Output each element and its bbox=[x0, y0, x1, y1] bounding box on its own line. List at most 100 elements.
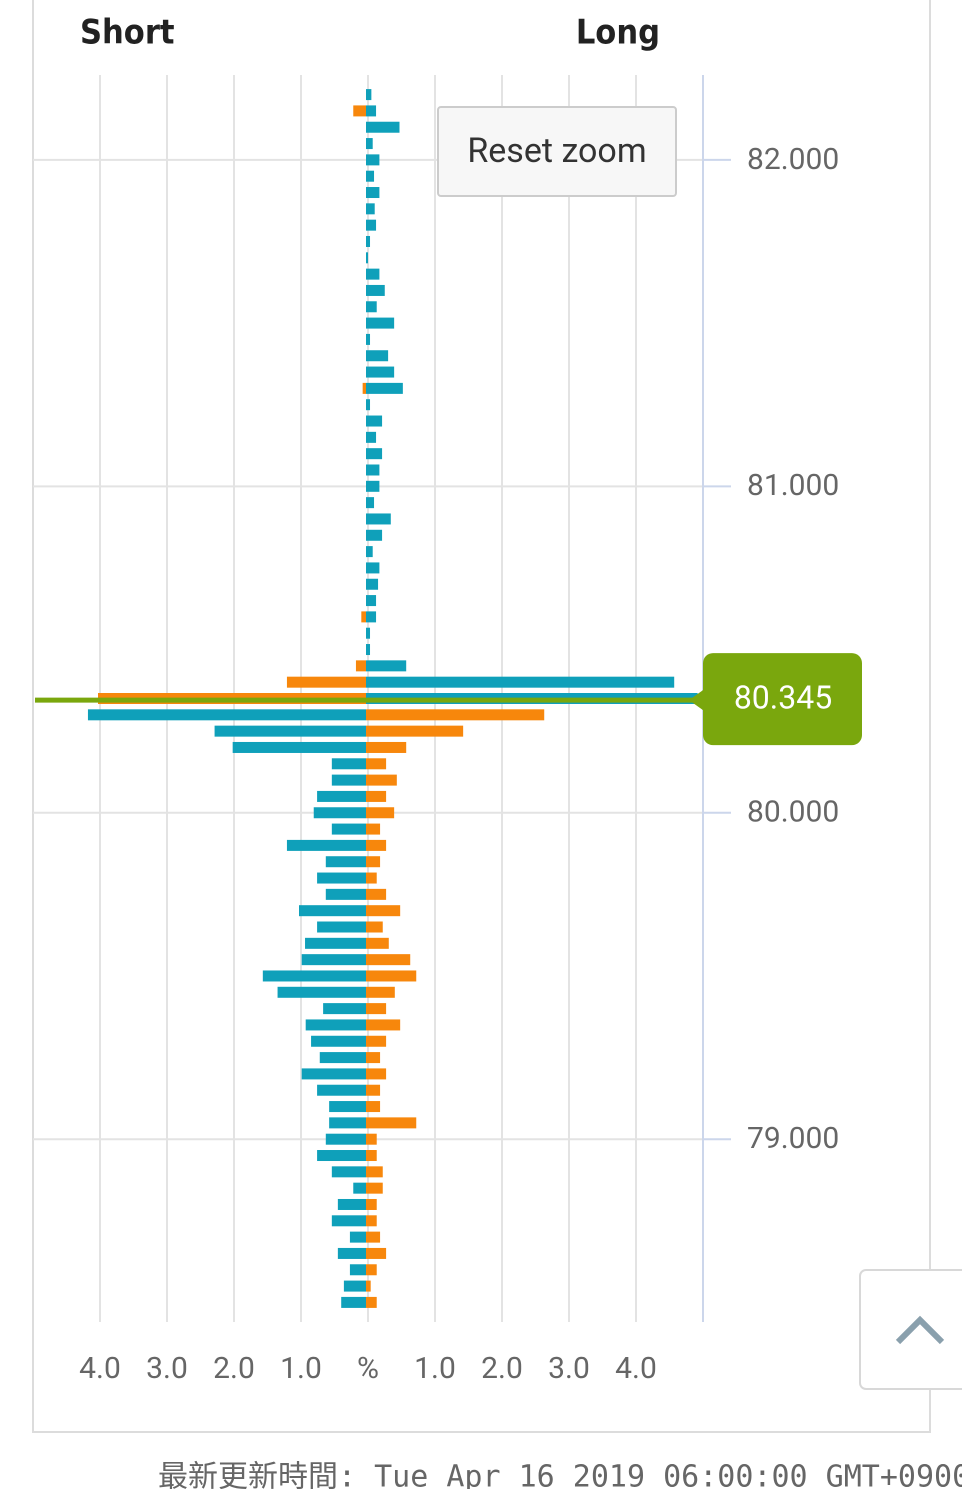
bar bbox=[349, 1231, 366, 1243]
x-tick-label: 4.0 bbox=[79, 1351, 121, 1386]
bar bbox=[366, 611, 377, 623]
bar bbox=[305, 1019, 366, 1031]
reset-zoom-box[interactable] bbox=[437, 106, 677, 197]
bar bbox=[337, 1247, 366, 1259]
bar bbox=[366, 1231, 381, 1243]
bar bbox=[366, 627, 371, 639]
bar bbox=[355, 660, 366, 672]
bar bbox=[366, 790, 387, 802]
bar bbox=[331, 1166, 366, 1178]
bar bbox=[366, 1068, 387, 1080]
bar bbox=[366, 1133, 377, 1145]
bar bbox=[366, 888, 387, 900]
bar bbox=[301, 1068, 366, 1080]
bar bbox=[366, 595, 377, 607]
reset-zoom-label[interactable]: Reset zoom bbox=[467, 131, 646, 171]
bar bbox=[366, 317, 395, 329]
bar bbox=[362, 382, 366, 394]
bar bbox=[366, 986, 395, 998]
x-tick-label: 1.0 bbox=[414, 1351, 456, 1386]
bar bbox=[366, 578, 379, 590]
scroll-top-button[interactable] bbox=[859, 1269, 962, 1390]
short-header: Short bbox=[80, 13, 175, 53]
bar bbox=[353, 1182, 366, 1194]
bar bbox=[299, 905, 366, 917]
bar bbox=[232, 741, 366, 753]
bar bbox=[353, 105, 366, 117]
bar bbox=[366, 1150, 377, 1162]
bar bbox=[366, 839, 387, 851]
bar bbox=[323, 1003, 366, 1015]
bar bbox=[319, 1052, 366, 1064]
bar bbox=[325, 856, 366, 868]
bar bbox=[366, 970, 417, 982]
bar bbox=[277, 986, 366, 998]
y-tick-label: 79.000 bbox=[747, 1121, 839, 1156]
bar bbox=[366, 203, 375, 215]
bar bbox=[366, 1117, 417, 1129]
bar bbox=[366, 644, 371, 656]
bar bbox=[366, 1084, 381, 1096]
bar bbox=[301, 954, 366, 966]
bar bbox=[87, 709, 366, 721]
bar bbox=[366, 170, 375, 182]
bar bbox=[366, 741, 407, 753]
bar bbox=[366, 1003, 387, 1015]
bar bbox=[325, 888, 366, 900]
bar bbox=[305, 937, 366, 949]
bar bbox=[366, 235, 371, 247]
bar bbox=[366, 921, 383, 933]
bar bbox=[366, 366, 395, 378]
bar bbox=[366, 856, 381, 868]
bar bbox=[366, 1019, 401, 1031]
bar bbox=[366, 1264, 377, 1276]
bar bbox=[366, 660, 407, 672]
bar bbox=[366, 1035, 387, 1047]
bar bbox=[366, 1198, 377, 1210]
bar bbox=[341, 1296, 366, 1308]
y-tick-label: 80.000 bbox=[747, 795, 839, 830]
bar bbox=[366, 89, 372, 101]
bar bbox=[366, 1296, 377, 1308]
bar bbox=[366, 709, 545, 721]
bar bbox=[366, 937, 389, 949]
bar bbox=[311, 1035, 366, 1047]
current-price-label: 80.345 bbox=[734, 679, 832, 717]
bar bbox=[366, 807, 395, 819]
long-header: Long bbox=[576, 13, 660, 53]
frame bbox=[32, 0, 931, 1433]
bar bbox=[313, 807, 366, 819]
bar bbox=[331, 758, 366, 770]
bar bbox=[343, 1280, 366, 1292]
bar bbox=[262, 970, 366, 982]
bar bbox=[366, 1166, 383, 1178]
x-tick-label: 3.0 bbox=[548, 1351, 590, 1386]
bar bbox=[349, 1264, 366, 1276]
bar bbox=[331, 823, 366, 835]
bar bbox=[286, 839, 366, 851]
bar bbox=[366, 954, 411, 966]
bar bbox=[317, 872, 366, 884]
bar bbox=[366, 1101, 381, 1113]
bar bbox=[366, 448, 383, 460]
x-tick-label: 1.0 bbox=[280, 1351, 322, 1386]
x-tick-label: 2.0 bbox=[213, 1351, 255, 1386]
bar bbox=[214, 725, 366, 737]
bar bbox=[366, 1182, 383, 1194]
bar bbox=[331, 1215, 366, 1227]
bar bbox=[366, 415, 383, 427]
bar bbox=[366, 872, 377, 884]
bar bbox=[366, 187, 380, 199]
bar bbox=[366, 774, 397, 786]
y-tick-label: 81.000 bbox=[747, 468, 839, 503]
arrow-up-icon[interactable] bbox=[895, 1315, 945, 1345]
bar bbox=[317, 790, 366, 802]
bar bbox=[366, 758, 387, 770]
x-tick-label: 3.0 bbox=[146, 1351, 188, 1386]
bar bbox=[366, 382, 403, 394]
bar bbox=[366, 529, 383, 541]
bar bbox=[317, 1150, 366, 1162]
reset-zoom-button[interactable]: Reset zoom bbox=[437, 106, 677, 197]
bar bbox=[366, 105, 377, 117]
